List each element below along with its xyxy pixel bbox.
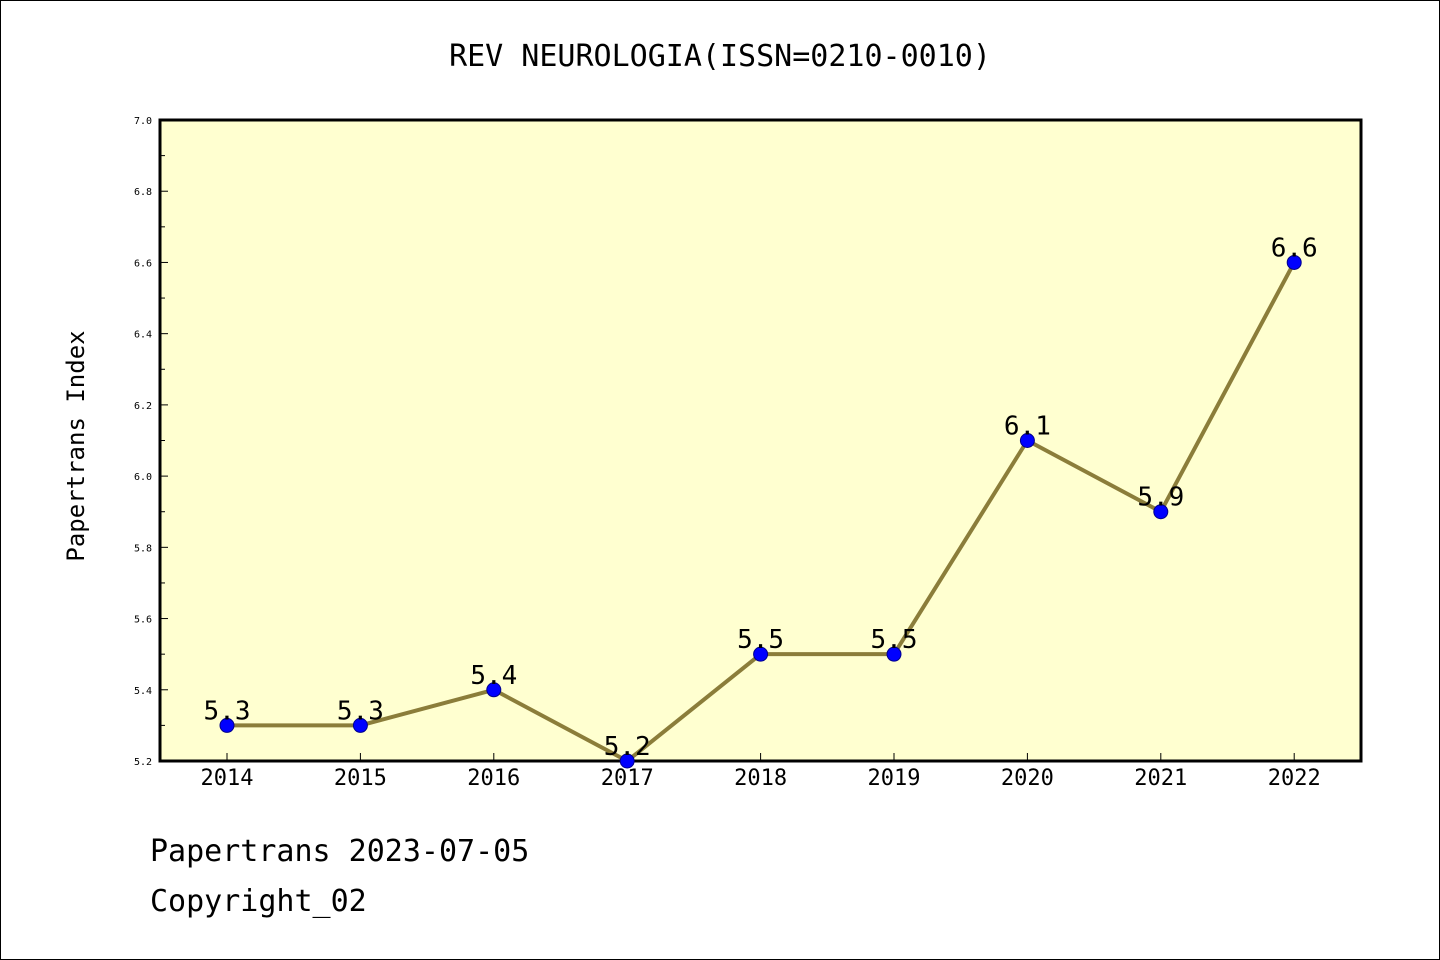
data-point [619,753,635,769]
x-tick-label: 2018 [734,766,787,791]
data-point [219,717,235,733]
data-point [753,646,769,662]
chart-title: REV NEUROLOGIA(ISSN=0210-0010) [449,39,991,74]
data-label: 5.9 [1137,483,1184,513]
x-tick-label: 2021 [1134,766,1187,791]
footer-date-stamp: Papertrans 2023-07-05 [150,834,530,869]
data-label: 5.2 [604,732,651,762]
data-point [1153,504,1169,520]
y-tick-label: 5.6 [134,615,152,626]
x-tick-label: 2016 [467,766,520,791]
data-point [486,682,502,698]
series-layer [219,254,1302,769]
y-tick-label: 6.2 [134,401,152,412]
y-tick-label: 6.0 [134,472,152,483]
data-label: 5.4 [470,661,517,691]
y-tick-label: 6.4 [134,330,152,341]
y-tick-label: 5.8 [134,543,152,554]
data-label: 6.1 [1004,412,1051,442]
data-point [352,717,368,733]
x-axis-ticks: 2014 2015 2016 2017 2018 2019 2020 2021 2022 [201,753,1321,791]
data-point [1019,433,1035,448]
y-tick-label: 6.6 [134,258,152,269]
data-label: 5.3 [337,696,384,726]
y-axis-ticks: 5.2 5.4 5.6 5.8 6.0 6.2 6.4 6.6 6.8 7.0 [134,116,168,768]
x-tick-label: 2020 [1001,766,1054,791]
data-point [886,646,902,662]
data-label: 5.5 [871,625,918,655]
x-tick-label: 2022 [1268,766,1321,791]
x-tick-label: 2019 [868,766,921,791]
data-label: 6.6 [1271,233,1318,263]
x-tick-label: 2015 [334,766,387,791]
data-label: 5.3 [204,696,251,726]
x-tick-label: 2014 [201,766,254,791]
data-label-layer: 5.3 5.3 5.4 5.2 5.5 5.5 6.1 5.9 6.6 [204,233,1318,762]
y-axis-label: Papertrans Index [62,330,90,561]
plot-area [158,118,1363,763]
y-tick-label: 5.2 [134,757,152,768]
footer-copyright: Copyright_02 [150,884,367,919]
y-tick-label: 5.4 [134,686,152,697]
data-label: 5.5 [737,625,784,655]
x-tick-label: 2017 [601,766,654,791]
y-tick-label: 7.0 [134,116,152,127]
y-tick-label: 6.8 [134,187,152,198]
data-point [1286,254,1302,270]
